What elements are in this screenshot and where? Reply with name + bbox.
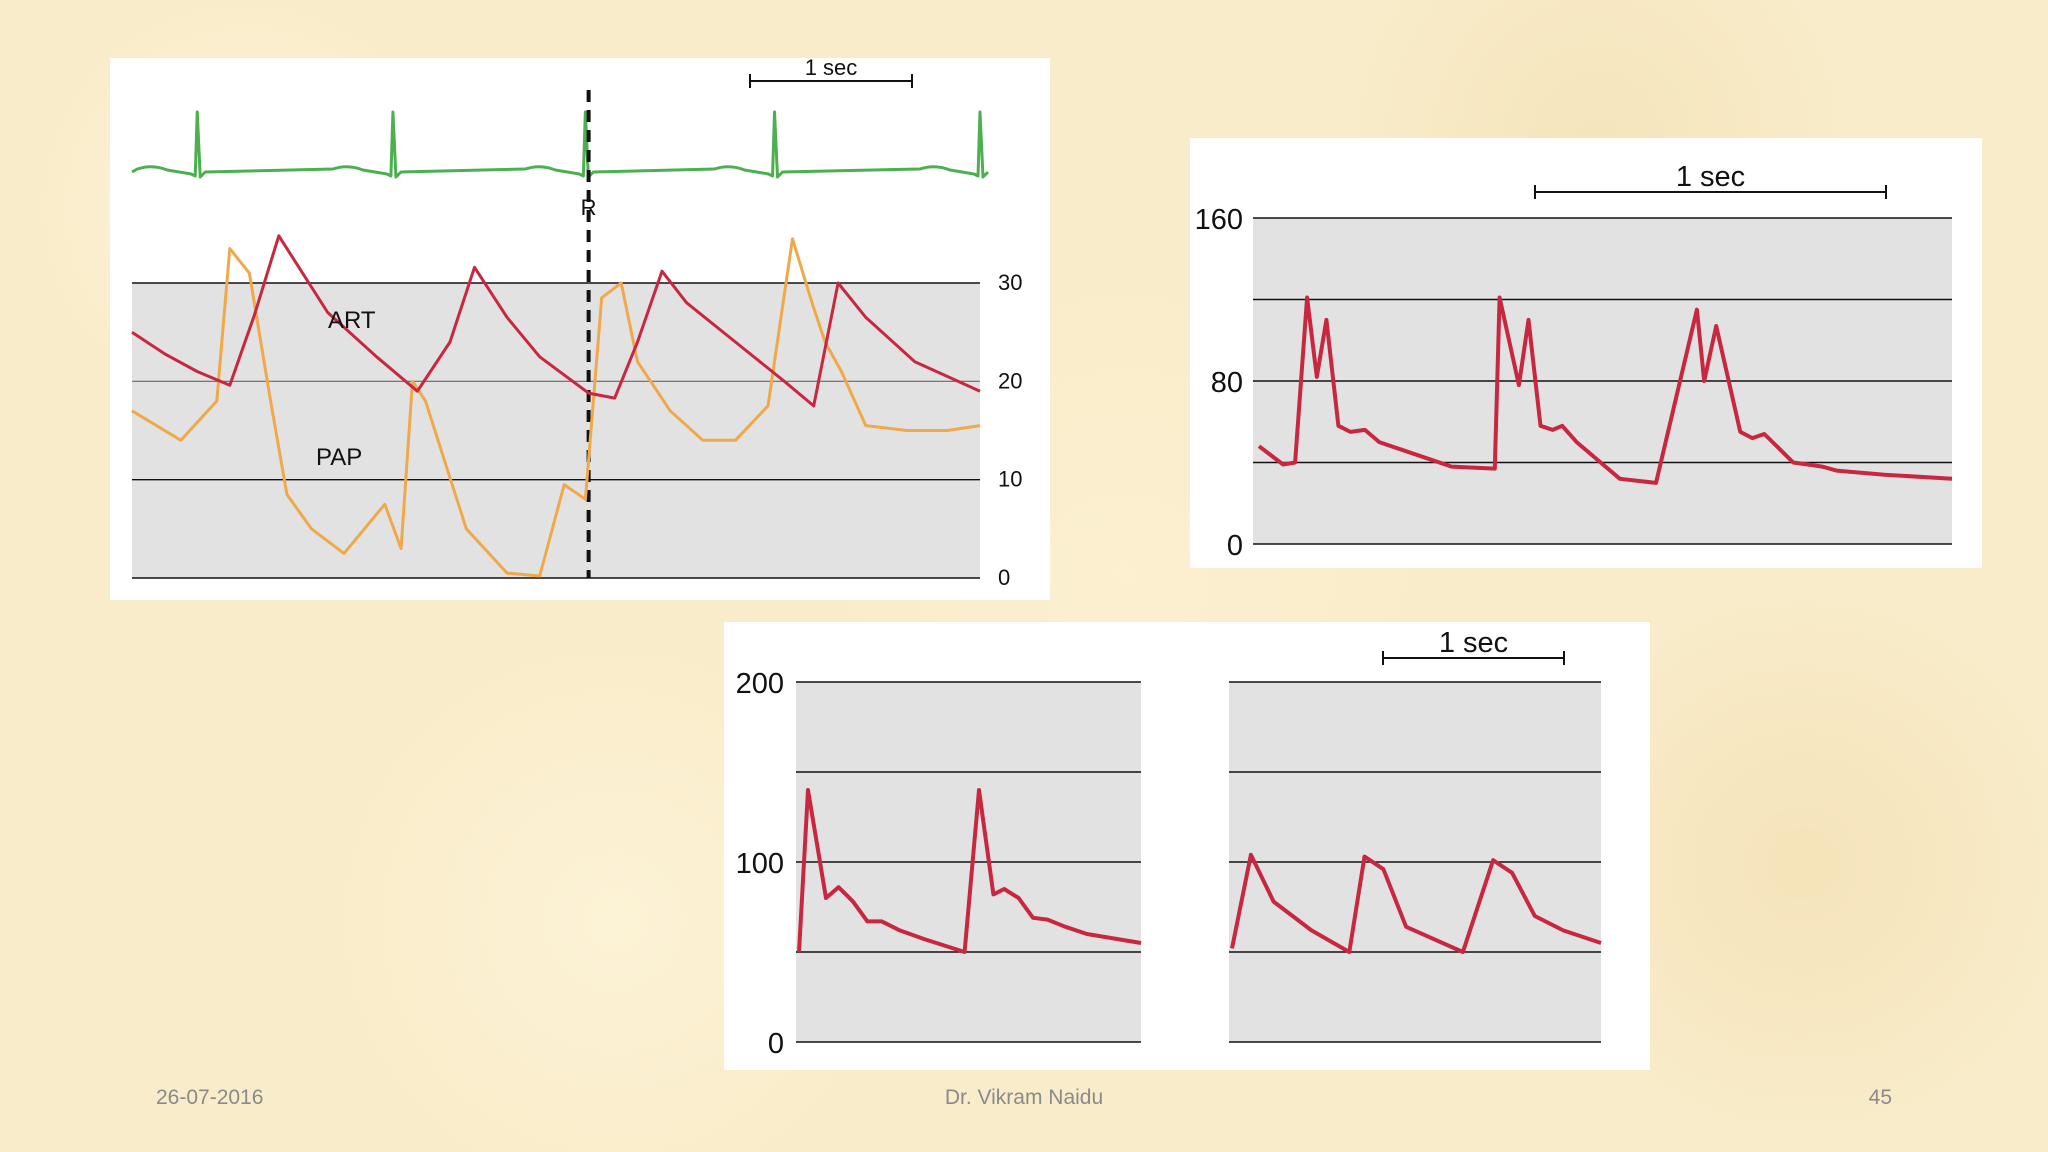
y-tick-label: 0 bbox=[1227, 530, 1243, 562]
waveform-trace-2 bbox=[1230, 852, 1602, 954]
y-tick-label: 20 bbox=[998, 368, 1022, 393]
footer-date: 26-07-2016 bbox=[156, 1086, 264, 1109]
plot-band bbox=[132, 283, 980, 578]
waveform-comparison-chart: 0 100 200 1 sec bbox=[736, 627, 1602, 1060]
footer-author: Dr. Vikram Naidu bbox=[944, 1086, 1104, 1109]
scale-bar-label: 1 sec bbox=[805, 58, 858, 80]
pap-trace bbox=[131, 237, 981, 578]
chart-panel-art-pap: 0 10 20 30 1 sec R ART PAP bbox=[110, 58, 1050, 600]
pap-annotation: PAP bbox=[316, 444, 362, 471]
art-pap-chart: 0 10 20 30 1 sec R ART PAP bbox=[131, 58, 1022, 590]
chart-panel-arterial: 0 80 160 1 sec bbox=[1190, 138, 1982, 568]
footer-page-number: 45 bbox=[1868, 1086, 1892, 1109]
art-annotation: ART bbox=[328, 307, 376, 334]
y-tick-label: 80 bbox=[1211, 367, 1243, 399]
art-trace bbox=[131, 234, 981, 408]
waveform-trace-1 bbox=[797, 788, 1142, 954]
chart-panel-comparison: 0 100 200 1 sec bbox=[724, 622, 1650, 1070]
y-tick-label: 30 bbox=[998, 270, 1022, 295]
y-tick-label: 160 bbox=[1195, 204, 1243, 236]
scale-bar-label: 1 sec bbox=[1439, 627, 1508, 659]
scale-bar-label: 1 sec bbox=[1676, 161, 1745, 193]
y-tick-label: 200 bbox=[736, 668, 784, 700]
arterial-trace bbox=[1257, 295, 1953, 485]
y-tick-label: 10 bbox=[998, 467, 1022, 492]
ecg-trace bbox=[131, 110, 990, 179]
y-tick-label: 100 bbox=[736, 848, 784, 880]
y-tick-label: 0 bbox=[998, 565, 1010, 590]
y-tick-label: 0 bbox=[768, 1028, 784, 1060]
r-marker-label: R bbox=[581, 195, 597, 220]
arterial-waveform-chart: 0 80 160 1 sec bbox=[1195, 161, 1953, 562]
